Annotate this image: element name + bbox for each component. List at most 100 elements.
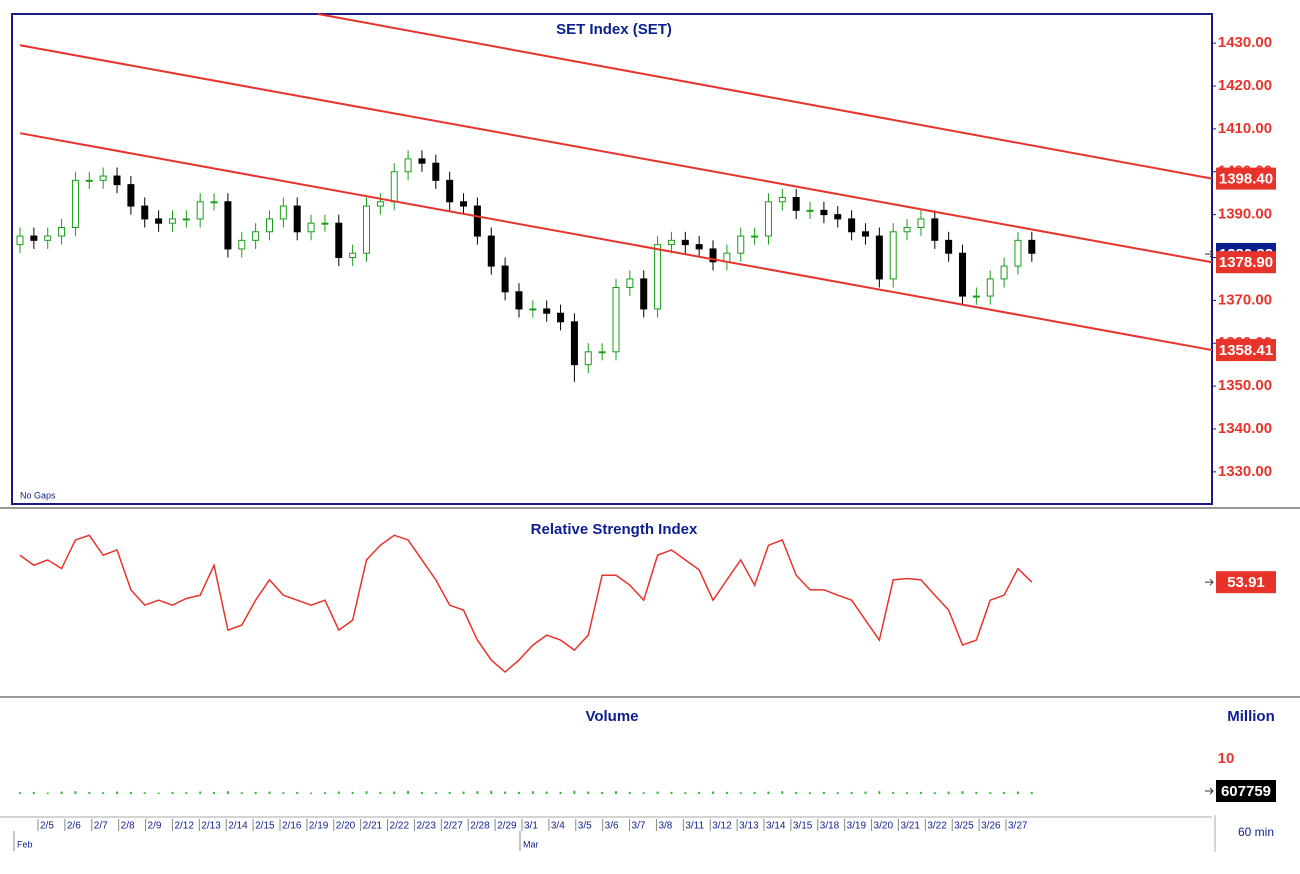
candle-body [210,201,218,204]
date-label: 2/29 [497,821,517,832]
candle-body [58,226,66,237]
volume-bar [116,791,119,794]
volume-bar [642,792,645,794]
rsi-last-box [1216,571,1276,594]
y-tick-label: 1420.00 [1218,77,1272,94]
candle-body [875,235,883,280]
volume-bar [434,792,437,794]
date-label: 2/27 [443,821,463,832]
candle-body [252,231,260,241]
volume-bar [226,791,229,794]
volume-bar [129,791,132,794]
candle-body [501,265,509,293]
date-label: 2/14 [228,821,248,832]
volume-bar [393,791,396,794]
candle-body [293,205,301,233]
volume-bar [684,792,687,794]
candle-body [848,218,856,233]
price-label-box [1216,251,1276,274]
volume-bar [822,791,825,794]
volume-bar [199,791,202,794]
date-label: 2/12 [174,821,194,832]
date-label: 2/22 [390,821,410,832]
volume-bar [739,792,742,794]
date-label: 3/1 [524,821,538,832]
date-label: 2/23 [416,821,436,832]
candle-body [543,308,551,314]
date-label: 3/7 [632,821,646,832]
y-tick-label: 1370.00 [1218,291,1272,308]
volume-bar [1016,791,1019,794]
date-label: 3/22 [927,821,947,832]
trendline [19,44,1213,264]
date-label: 3/14 [766,821,786,832]
candle-body [16,235,24,246]
candle-body [460,201,468,207]
candle-body [959,252,967,297]
candle-body [390,171,398,203]
volume-bar [323,792,326,794]
volume-bar [795,791,798,794]
volume-bar [379,791,382,794]
candle-body [515,291,523,310]
volume-bar [365,791,368,794]
candle-body [376,201,384,207]
candle-body [363,205,371,254]
candle-body [931,218,939,241]
candle-body [1000,265,1008,280]
volume-bar [171,791,174,794]
price-title: SET Index (SET) [556,21,672,38]
volume-bar [545,791,548,794]
price-label: 1378.90 [1219,254,1273,271]
volume-bar [587,791,590,794]
volume-bar [268,791,271,794]
volume-bar [296,791,299,794]
volume-bar [725,791,728,794]
price-panel-border [11,13,1213,505]
date-label: 3/27 [1008,821,1028,832]
interval: 60 min [1238,825,1274,839]
candle-body [584,351,592,366]
candle-body [446,179,454,203]
volume-bar [476,791,479,794]
candle-body [695,244,703,250]
candle-body [626,278,634,289]
price-label: 1358.41 [1219,342,1273,359]
volume-bar [892,791,895,794]
candle-body [667,239,675,246]
candle-body [945,239,953,254]
volume-bar [919,791,922,794]
date-label: 2/13 [201,821,221,832]
candle-body [224,201,232,250]
candle-body [1028,239,1036,254]
candle-body [1014,239,1022,267]
volume-bar [615,791,617,794]
rsi-last: 53.91 [1227,574,1265,591]
volume-bar [490,790,493,794]
arrow [1205,250,1214,258]
date-label: 3/8 [658,821,672,832]
volume-bar [656,791,659,794]
volume-bar [74,791,77,794]
volume-bar [420,791,423,794]
month-label: Feb [17,839,33,849]
volume-bar [102,792,105,794]
date-label: 2/21 [363,821,383,832]
y-tick-label: 1390.00 [1218,206,1272,223]
date-label: 3/12 [712,821,732,832]
volume-title: Volume [585,708,638,725]
volume-bar [504,791,507,794]
trendline [19,132,1213,352]
candle-body [196,201,204,220]
volume-bar [337,791,340,794]
candle-body [986,278,994,297]
date-label: 3/15 [793,821,813,832]
candle-body [432,162,440,181]
date-label: 2/20 [336,821,356,832]
volume-bar [698,791,701,794]
candle-body [487,235,495,267]
volume-bar [351,791,354,794]
candle-body [30,235,38,241]
volume-bar [32,791,35,794]
